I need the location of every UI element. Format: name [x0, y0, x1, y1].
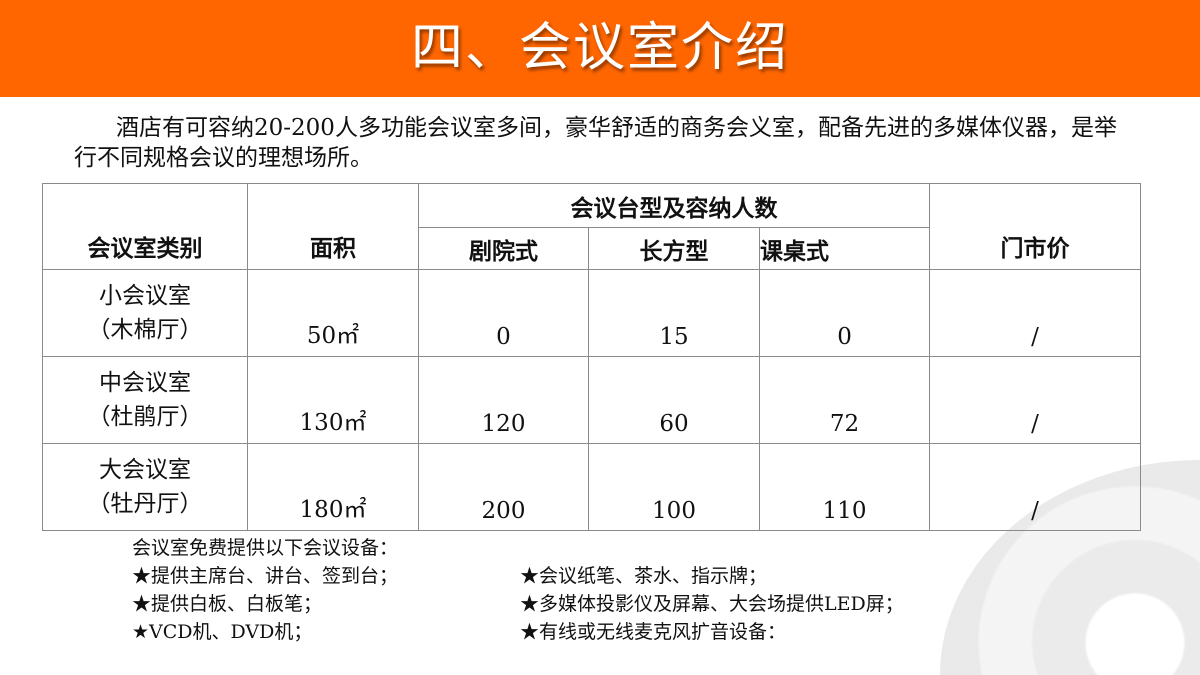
meeting-room-table: 会议室类别 面积 会议台型及容纳人数 门市价 剧院式 长方型 课桌式 小会议室 （…	[42, 183, 1142, 531]
table-row: 小会议室 （木棉厅） 50㎡ 0 15 0 /	[42, 269, 1142, 357]
room-price: /	[929, 356, 1142, 444]
classroom-capacity: 0	[758, 269, 931, 357]
boardroom-capacity: 100	[588, 443, 760, 531]
room-name: 大会议室	[99, 457, 191, 483]
equipment-item: ★会议纸笔、茶水、指示牌；	[520, 565, 768, 587]
header-price: 门市价	[929, 183, 1142, 270]
equipment-item: ★提供主席台、讲台、签到台；	[132, 565, 399, 587]
boardroom-capacity: 15	[588, 269, 760, 357]
room-area: 180㎡	[247, 443, 419, 531]
title-banner: 四、会议室介绍	[0, 0, 1200, 97]
room-hall: （杜鹃厅）	[87, 404, 203, 430]
intro-text: 酒店有可容纳20-200人多功能会议室多间，豪华舒适的商务会义室，配备先进的多媒…	[74, 115, 1117, 171]
equipment-item: ★提供白板、白板笔；	[132, 593, 323, 615]
classroom-capacity: 110	[758, 443, 931, 531]
table-row: 中会议室 （杜鹃厅） 130㎡ 120 60 72 /	[42, 356, 1142, 444]
equipment-item: ★有线或无线麦克风扩音设备：	[520, 621, 787, 643]
theater-capacity: 0	[418, 269, 589, 357]
theater-capacity: 120	[418, 356, 589, 444]
equipment-list-left: 会议室免费提供以下会议设备： ★提供主席台、讲台、签到台； ★提供白板、白板笔；…	[132, 534, 398, 646]
room-price: /	[929, 269, 1142, 357]
room-name: 中会议室	[99, 370, 191, 396]
header-classroom: 课桌式	[758, 227, 931, 270]
equipment-list-right: ★会议纸笔、茶水、指示牌； ★多媒体投影仪及屏幕、大会场提供LED屏； ★有线或…	[520, 562, 1080, 646]
room-name: 小会议室	[99, 283, 191, 309]
room-area: 50㎡	[247, 269, 419, 357]
theater-capacity: 200	[418, 443, 589, 531]
header-layout-group: 会议台型及容纳人数	[417, 183, 931, 228]
room-hall: （牡丹厅）	[87, 491, 203, 517]
intro-paragraph: 酒店有可容纳20-200人多功能会议室多间，豪华舒适的商务会义室，配备先进的多媒…	[74, 113, 1124, 173]
equipment-heading: 会议室免费提供以下会议设备：	[132, 537, 399, 559]
room-area: 130㎡	[247, 356, 419, 444]
equipment-item: ★多媒体投影仪及屏幕、大会场提供LED屏；	[520, 593, 904, 615]
room-hall: （木棉厅）	[87, 317, 203, 343]
header-area: 面积	[247, 183, 419, 270]
header-theater: 剧院式	[418, 227, 589, 270]
table-row: 大会议室 （牡丹厅） 180㎡ 200 100 110 /	[42, 443, 1142, 531]
header-category: 会议室类别	[42, 183, 248, 270]
header-boardroom: 长方型	[588, 227, 760, 270]
boardroom-capacity: 60	[588, 356, 760, 444]
equipment-item: ★VCD机、DVD机；	[132, 621, 313, 643]
slide-title: 四、会议室介绍	[410, 18, 789, 78]
room-price: /	[929, 443, 1142, 531]
classroom-capacity: 72	[758, 356, 931, 444]
